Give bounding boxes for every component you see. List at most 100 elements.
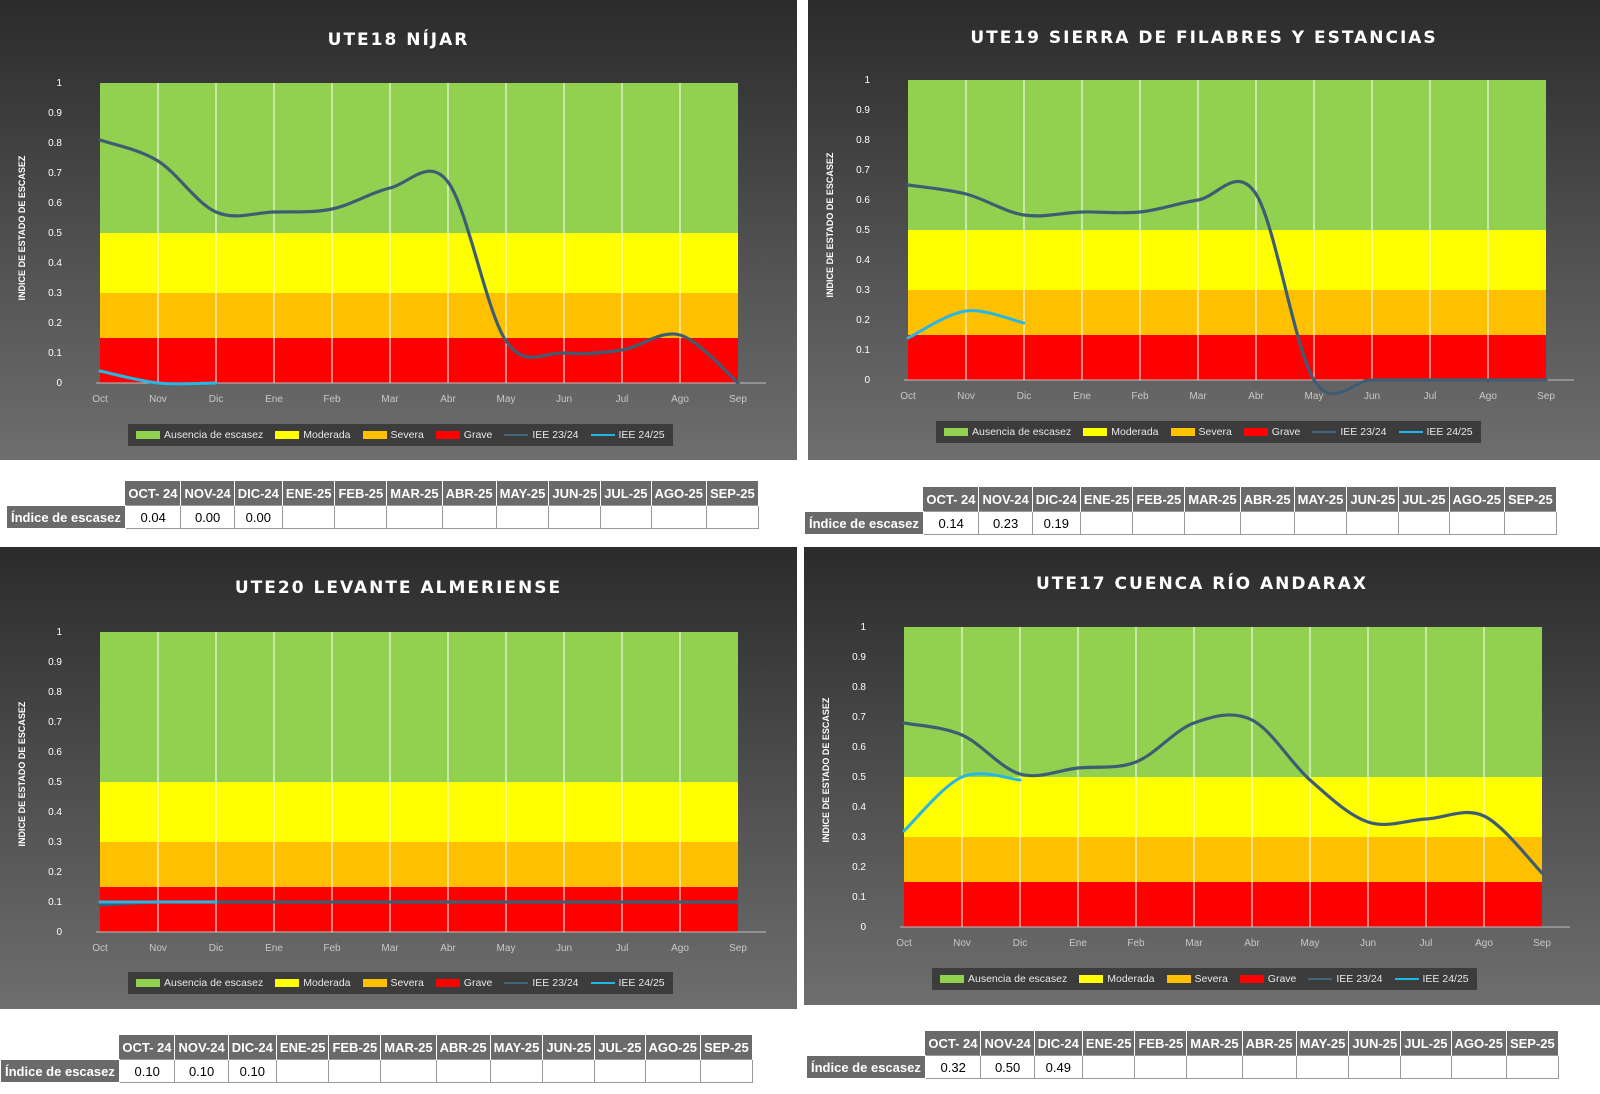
legend-label: Severa	[390, 977, 424, 989]
x-tick-label: Abr	[1248, 391, 1264, 402]
y-tick-label: 0	[860, 922, 866, 933]
table-cell	[441, 505, 497, 529]
table-cell	[435, 1059, 491, 1083]
band-moderada	[908, 230, 1546, 290]
y-tick-label: 0.3	[48, 837, 62, 848]
y-tick-label: 0	[56, 378, 62, 389]
table-cell	[644, 1059, 701, 1083]
legend-swatch	[1239, 975, 1264, 983]
table-header: AGO-25	[645, 1035, 701, 1060]
table-header: JUN-25	[548, 481, 602, 506]
y-tick-label: 1	[860, 622, 866, 633]
legend-swatch	[1308, 978, 1333, 980]
table-cell: 0.23	[978, 511, 1033, 535]
table-cell	[1186, 1055, 1243, 1079]
table-header: JUN-25	[542, 1035, 596, 1060]
table-header: JUL-25	[1400, 1031, 1452, 1056]
legend: Ausencia de escasez Moderada Severa Grave IE…	[128, 424, 673, 446]
x-tick-label: Abr	[1244, 938, 1260, 949]
y-tick-label: 1	[56, 78, 62, 89]
legend-item: IEE 24/25	[590, 429, 665, 441]
table-header-row: OCT- 24 NOV-24 DIC-24 ENE-25 FEB-25 MAR-25 ABR…	[1, 1035, 753, 1060]
band-severa	[908, 290, 1546, 335]
table-header: ENE-25	[1082, 1031, 1136, 1056]
x-tick-label: Ago	[1479, 391, 1497, 402]
x-tick-label: Oct	[900, 391, 916, 402]
legend-item: Moderada	[275, 429, 351, 441]
legend-label: IEE 24/25	[618, 977, 665, 989]
y-tick-label: 0.6	[856, 195, 870, 206]
table-cell	[489, 1059, 544, 1083]
y-tick-label: 0.8	[852, 682, 866, 693]
legend-label: IEE 24/25	[1426, 426, 1473, 438]
legend-swatch	[940, 975, 964, 983]
band-grave	[908, 335, 1546, 380]
table-row: Índice de escasez 0.14 0.23 0.19	[804, 511, 1557, 535]
table-row: Índice de escasez 0.32 0.50 0.49	[806, 1055, 1559, 1079]
series-line-iee-23-24	[902, 713, 1544, 875]
plot-area: 0 0.1 0.2 0.3 0.4 0.5 0.6 0.7 0.8 0.9 1 Oct Nov Dic En…	[852, 622, 1570, 949]
table-header: FEB-25	[1132, 487, 1186, 512]
legend-swatch	[136, 979, 160, 987]
x-tick-label: Nov	[149, 394, 167, 405]
legend-swatch	[1398, 431, 1423, 433]
table-cell	[1450, 1055, 1507, 1079]
table-header: OCT- 24	[119, 1035, 176, 1060]
table-cell	[1184, 511, 1241, 535]
chart-title: UTE19 SIERRA DE FILABRES Y ESTANCIAS	[970, 28, 1438, 48]
table-corner	[7, 481, 126, 506]
band-ausencia-de-escasez	[908, 80, 1546, 230]
x-tick-label: Mar	[381, 394, 399, 405]
x-tick-label: Dic	[209, 943, 223, 954]
x-tick-label: Oct	[92, 394, 108, 405]
band-severa	[100, 842, 738, 887]
table-cell	[1398, 511, 1450, 535]
row-label: Índice de escasez	[0, 1059, 120, 1083]
table-header: AGO-25	[1451, 1031, 1507, 1056]
legend-label: IEE 23/24	[1340, 426, 1387, 438]
legend-swatch	[275, 431, 300, 439]
table-header: JUL-25	[594, 1035, 646, 1060]
band-grave	[100, 338, 738, 383]
legend-swatch	[1083, 428, 1108, 436]
table-cell	[1295, 1055, 1350, 1079]
table-corner	[805, 487, 924, 512]
y-tick-label: 0.2	[48, 867, 62, 878]
y-tick-label: 0.8	[856, 135, 870, 146]
table-header: SEP-25	[706, 481, 759, 506]
x-tick-label: Ago	[671, 943, 689, 954]
x-tick-label: Ago	[1475, 938, 1493, 949]
table-cell	[1293, 511, 1348, 535]
legend-label: Moderada	[1111, 426, 1159, 438]
table-cell	[548, 505, 602, 529]
table-cell: 0.00	[180, 505, 235, 529]
y-tick-label: 0.7	[48, 168, 62, 179]
table-cell: 0.32	[924, 1055, 982, 1079]
row-label: Índice de escasez	[6, 505, 126, 529]
x-tick-label: Oct	[92, 943, 108, 954]
legend-item: IEE 24/25	[1394, 973, 1469, 985]
y-tick-label: 0.1	[48, 348, 62, 359]
x-tick-label: Sep	[729, 943, 747, 954]
y-tick-label: 1	[56, 627, 62, 638]
x-tick-label: May	[1301, 938, 1320, 949]
y-tick-label: 0.6	[48, 747, 62, 758]
legend-swatch	[1170, 428, 1195, 436]
legend: Ausencia de escasez Moderada Severa Grave IE…	[128, 972, 673, 994]
table-header: DIC-24	[1032, 487, 1081, 512]
legend-label: Ausencia de escasez	[164, 429, 264, 441]
table-cell: 0.14	[922, 511, 980, 535]
legend-label: Severa	[390, 429, 424, 441]
y-tick-label: 0.8	[48, 687, 62, 698]
y-tick-label: 0.4	[48, 258, 62, 269]
y-tick-label: 0.5	[852, 772, 866, 783]
table-header: NOV-24	[978, 487, 1033, 512]
y-tick-label: 0.6	[852, 742, 866, 753]
y-tick-label: 1	[864, 75, 870, 86]
panel-ute17: UTE17 CUENCA RÍO ANDARAX INDICE DE ESTAD…	[804, 547, 1600, 1094]
table-cell	[650, 505, 707, 529]
x-tick-label: Jun	[1360, 938, 1376, 949]
table-cell	[1400, 1055, 1452, 1079]
y-tick-label: 0.7	[856, 165, 870, 176]
x-tick-label: Ene	[1069, 938, 1087, 949]
